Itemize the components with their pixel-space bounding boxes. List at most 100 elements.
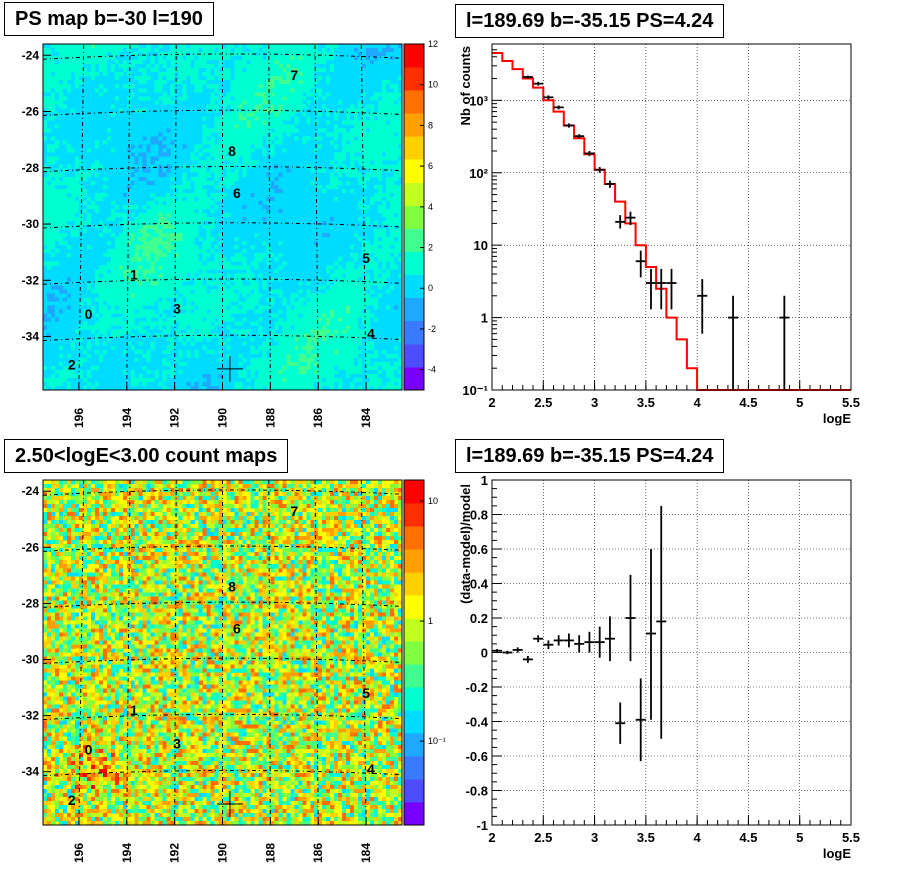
map-cell [238,192,243,198]
map-cell [302,84,307,89]
map-cell [358,164,363,170]
map-cell [254,257,259,262]
map-cell [394,261,399,266]
map-cell [322,52,327,57]
map-cell [182,128,187,133]
map-cell [218,184,223,190]
map-cell [298,164,303,170]
map-cell [246,56,251,61]
map-cell [298,96,303,101]
map-cell [182,188,187,194]
map-cell [318,241,323,246]
map-cell [378,84,383,89]
map-cell [98,60,104,65]
map-cell [118,164,124,170]
map-cell [398,128,403,133]
map-cell [354,261,359,266]
map-cell [314,72,319,77]
map-cell [390,160,395,165]
map-cell [322,200,327,206]
map-cell [306,257,311,262]
map-cell [314,48,319,53]
map-cell [210,188,215,194]
map-cell [386,96,391,101]
map-cell [266,257,271,262]
map-cell [146,80,151,85]
map-cell [43,124,48,129]
map-cell [374,136,379,141]
map-cell [350,152,355,157]
map-cell [274,44,279,49]
map-cell [330,212,335,218]
map-cell [43,64,48,69]
map-cell [222,60,227,65]
map-cell [182,76,187,81]
map-cell [86,112,92,117]
map-cell [54,156,60,161]
map-cell [206,249,211,254]
map-cell [58,132,64,137]
map-cell [186,128,191,133]
map-cell [298,136,303,141]
map-cell [94,72,100,77]
map-cell [366,221,371,226]
map-cell [170,140,175,145]
map-cell [294,204,299,210]
map-cell [94,192,100,198]
map-cell [134,136,140,141]
map-cell [306,212,311,218]
map-cell [138,184,144,190]
map-cell [146,229,151,234]
map-cell [250,64,255,69]
map-cell [214,84,219,89]
map-cell [86,204,92,210]
map-cell [43,196,48,202]
map-cell [226,52,231,57]
map-cell [306,88,311,93]
map-cell [114,208,120,214]
map-cell [138,124,144,129]
map-cell [278,48,283,53]
map-cell [194,84,199,89]
map-cell [326,253,331,258]
map-cell [294,229,299,234]
map-cell [398,52,403,57]
map-cell [46,261,52,266]
map-cell [298,249,303,254]
map-cell [106,108,112,113]
map-cell [230,176,235,182]
map-cell [166,152,171,157]
map-cell [258,48,263,53]
map-cell [354,168,359,174]
map-cell [230,72,235,77]
map-cell [130,148,136,153]
map-cell [54,245,60,250]
map-cell [310,60,315,65]
map-cell [138,60,144,65]
map-cell [218,180,223,186]
map-cell [338,132,343,137]
map-cell [338,208,343,214]
map-cell [190,152,195,157]
map-cell [374,217,379,222]
map-cell [110,237,116,242]
map-cell [286,192,291,198]
map-cell [122,72,128,77]
map-cell [142,253,148,258]
map-cell [326,257,331,262]
map-cell [210,144,215,149]
map-cell [126,249,132,254]
map-cell [138,160,144,165]
map-cell [294,92,299,97]
map-cell [374,164,379,170]
map-cell [218,176,223,182]
map-cell [82,116,88,121]
map-cell [86,124,92,129]
map-cell [238,72,243,77]
map-cell [230,128,235,133]
map-cell [106,60,112,65]
map-cell [166,257,171,262]
map-cell [326,76,331,81]
map-cell [54,265,60,270]
map-cell [66,192,72,198]
